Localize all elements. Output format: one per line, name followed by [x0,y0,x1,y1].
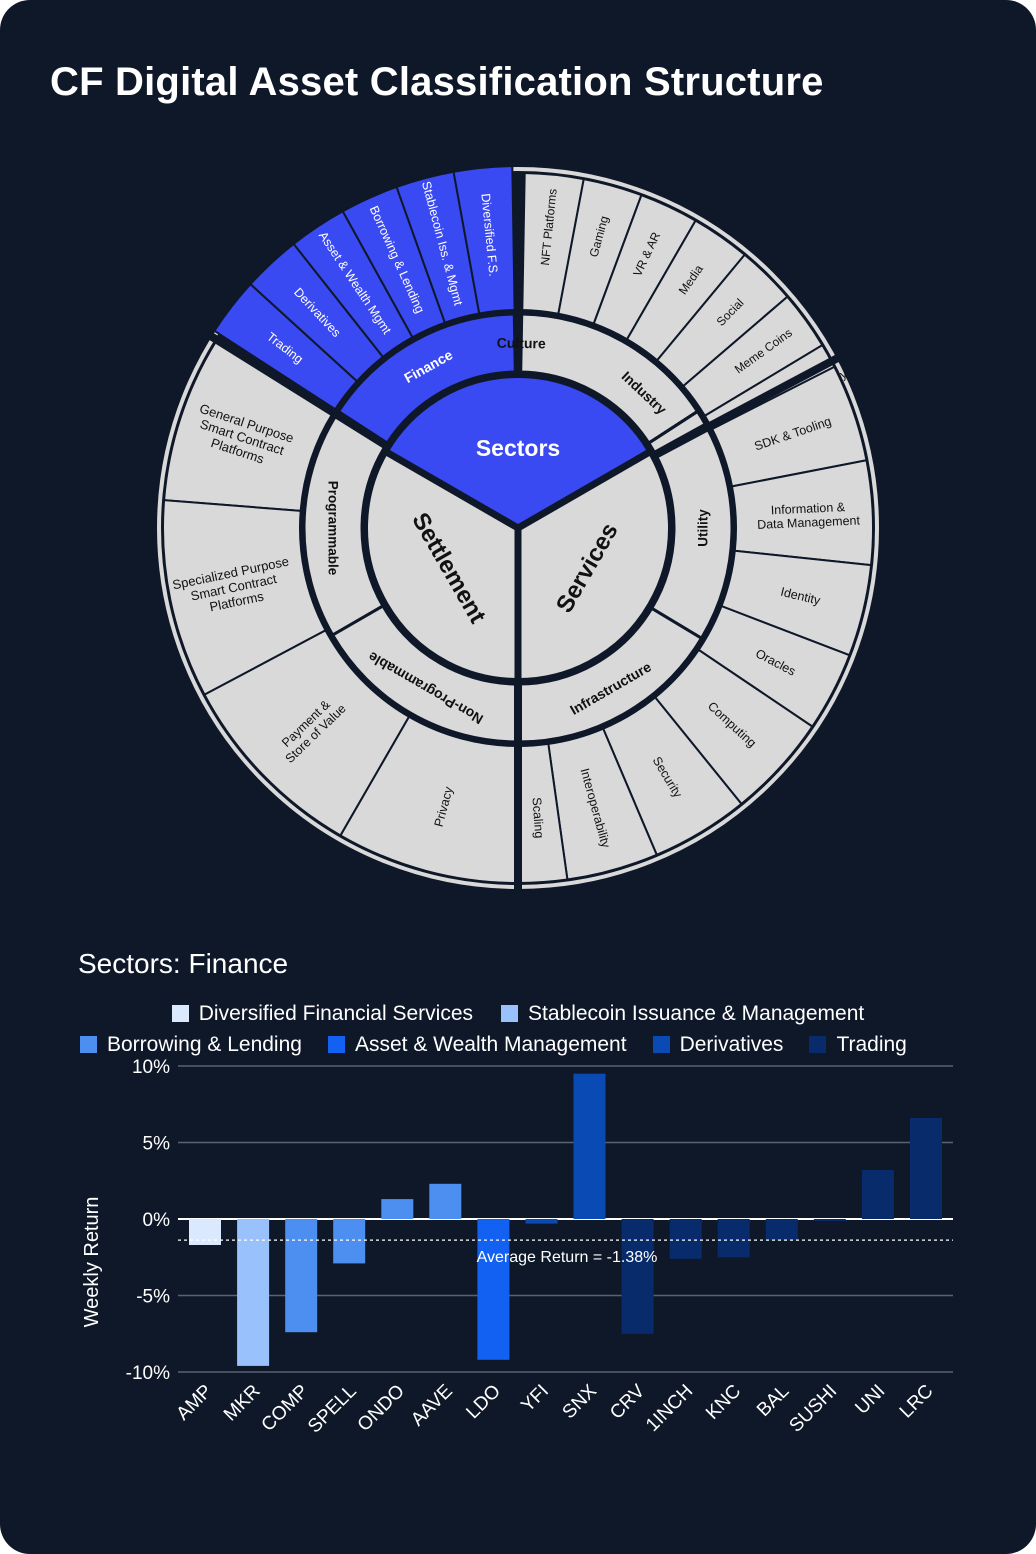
x-tick-label: MKR [220,1381,265,1426]
bar-yfi [525,1219,558,1224]
legend-item-diversified-financial-services: Diversified Financial Services [171,1001,474,1026]
y-tick-label: -10% [126,1363,170,1384]
x-tick-label: SPELL [304,1381,361,1438]
sector-label-sectors: Sectors [476,435,560,461]
bar-knc [717,1219,750,1258]
bar-comp [285,1219,318,1333]
page-title: CF Digital Asset Classification Structur… [50,60,824,104]
sector-divider [205,330,393,452]
x-tick-label: LRC [896,1381,938,1423]
industry-cell-programmable [162,499,327,697]
x-tick-label: AAVE [407,1381,457,1431]
x-tick-label: AMP [173,1381,217,1425]
ring-divider-middle [300,310,736,746]
industry-label-information-data-management: Information &Data Management [756,499,860,531]
bar-lrc [910,1118,942,1219]
legend-label: Trading [836,1032,907,1056]
y-tick-label: 0% [143,1210,171,1231]
x-tick-label: ONDO [354,1381,409,1436]
x-tick-label: LDO [462,1381,504,1423]
legend-row-1: Diversified Financial Services Stablecoi… [0,998,1036,1029]
x-tick-label: UNI [851,1381,889,1419]
legend-label: Derivatives [679,1032,784,1056]
legend-item-stablecoin-issuance: Stablecoin Issuance & Management [501,1002,864,1026]
core-divider [516,447,654,532]
y-tick-label: 5% [143,1134,171,1155]
x-tick-label: YFI [517,1381,553,1417]
legend-item-borrowing-lending: Borrowing & Lending [80,1033,302,1057]
bar-uni [861,1170,894,1219]
average-return-label: Average Return = -1.38% [477,1249,658,1266]
core-divider [382,447,520,532]
x-tick-label: SNX [559,1380,602,1423]
legend-label: Asset & Wealth Management [354,1032,627,1056]
label-line: Data Management [757,513,861,531]
sector-cell-center [383,374,653,531]
subsector-divider [520,173,526,315]
legend-label: Diversified Financial Services [198,1001,474,1025]
x-tick-label: COMP [258,1381,313,1436]
legend-swatch [652,1036,670,1053]
x-tick-label: BAL [753,1381,793,1421]
subsector-label-culture: Culture [497,335,546,352]
x-tick-label: CRV [606,1380,649,1423]
y-axis-label: Weekly Return [81,1197,103,1328]
bar-1inch [669,1219,702,1259]
sector-divider [648,352,844,462]
legend-swatch [501,1005,519,1022]
subsector-label-utility: Utility [696,509,711,547]
bar-crv [621,1219,654,1334]
legend-swatch [809,1036,827,1053]
label-line: Scaling [529,797,546,839]
x-tick-label: SUSHI [785,1381,841,1437]
legend-row-2: Borrowing & Lending Asset & Wealth Manag… [0,1029,1036,1060]
y-tick-label: -5% [136,1287,170,1308]
subsector-divider [644,410,699,447]
bar-sushi [813,1219,846,1221]
bar-mkr [237,1219,270,1366]
legend-item-derivatives: Derivatives [652,1032,784,1057]
bar-chart-title: Sectors: Finance [78,948,289,979]
legend-swatch [80,1036,97,1053]
legend-item-asset-wealth-management: Asset & Wealth Management [327,1032,627,1057]
bar-aave [429,1183,462,1219]
industry-label-scaling: Scaling [529,797,546,839]
bar-ondo [381,1199,414,1219]
bar-bal [765,1219,798,1241]
legend-label: Borrowing & Lending [107,1032,302,1056]
bar-spell [333,1219,366,1264]
bar-amp [189,1219,221,1245]
bar-chart-legend: Diversified Financial Services Stablecoi… [0,998,1036,1060]
legend-label: Stablecoin Issuance & Management [528,1001,865,1025]
legend-item-trading: Trading [809,1032,907,1057]
y-tick-label: 10% [132,1057,170,1078]
legend-swatch [327,1036,345,1053]
label-line: Information & [770,500,846,517]
subsector-label-programmable: Programmable [326,481,341,576]
x-tick-label: KNC [702,1381,745,1424]
bar-snx [573,1073,606,1219]
bar-ldo [477,1219,510,1360]
x-tick-label: 1INCH [642,1381,697,1436]
legend-swatch [171,1005,189,1022]
